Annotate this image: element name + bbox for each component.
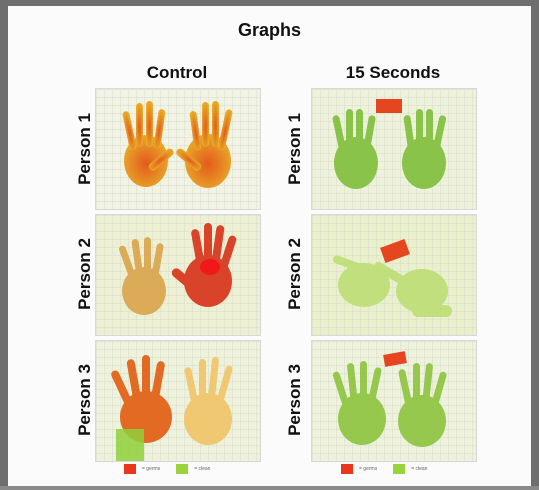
hand-image-15-seconds-person-3	[311, 340, 477, 462]
frame-border	[531, 0, 539, 490]
figure-title: Graphs	[237, 20, 302, 40]
legend-label-clean: = clean	[194, 466, 211, 472]
hand-image-control-person-1	[95, 88, 261, 210]
frame-border	[0, 486, 539, 490]
column-header-15-seconds: 15 Seconds	[345, 63, 441, 82]
frame-border	[0, 0, 8, 490]
frame-border	[0, 0, 539, 6]
legend-swatch-germs	[341, 464, 353, 474]
legend-label-germs: = germs	[142, 466, 161, 472]
column-header-control: Control	[146, 63, 208, 82]
legend-swatch-clean	[176, 464, 189, 474]
hand-image-15-seconds-person-2	[311, 214, 477, 336]
row-label-person-3: Person 3	[285, 364, 304, 436]
legend-control: = germs = clean	[124, 462, 220, 476]
legend-label-germs: = germs	[359, 466, 378, 472]
legend-swatch-germs	[124, 464, 136, 474]
row-label-person-1: Person 1	[285, 113, 304, 185]
hand-image-15-seconds-person-1	[311, 88, 477, 210]
hand-image-control-person-2	[95, 214, 261, 336]
row-label-person-2: Person 2	[75, 238, 94, 310]
legend-label-clean: = clean	[411, 466, 428, 472]
legend-swatch-clean	[393, 464, 406, 474]
row-label-person-1: Person 1	[75, 113, 94, 185]
row-label-person-2: Person 2	[285, 238, 304, 310]
hand-image-control-person-3	[95, 340, 261, 462]
legend-15-seconds: = germs = clean	[341, 462, 437, 476]
row-label-person-3: Person 3	[75, 364, 94, 436]
